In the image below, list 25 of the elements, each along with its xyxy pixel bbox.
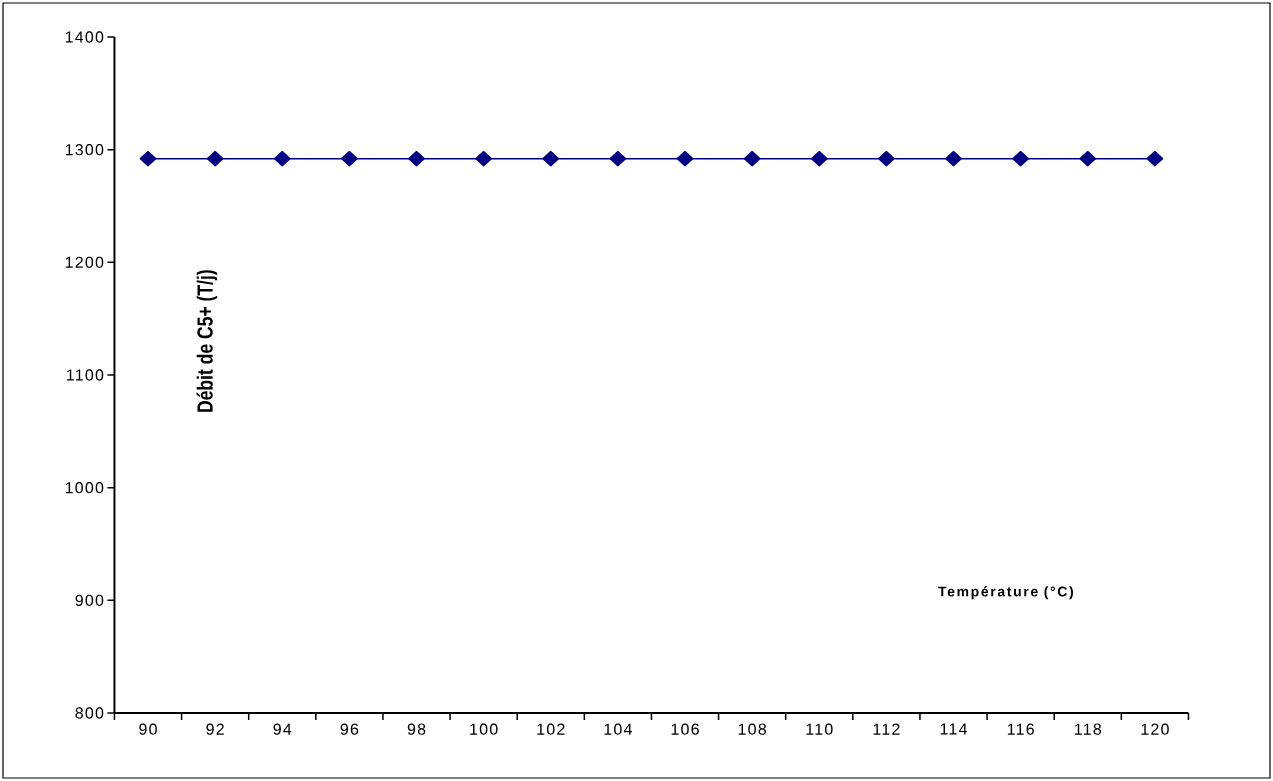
y-tick-label: 900 (75, 594, 104, 606)
x-tick-label: 92 (206, 723, 224, 735)
y-tick-label: 800 (75, 707, 104, 719)
y-tick-label: 1100 (67, 369, 104, 381)
x-tick-label: 106 (671, 723, 699, 735)
x-tick-label: 90 (139, 723, 157, 735)
x-tick-label: 110 (806, 723, 833, 735)
x-tick-label: 112 (873, 723, 900, 735)
x-tick-label: 100 (470, 723, 498, 735)
x-tick-label: 98 (407, 723, 426, 735)
y-tick-label: 1400 (65, 31, 104, 43)
x-tick-label: 104 (604, 723, 632, 735)
y-tick-label: 1000 (65, 482, 104, 494)
x-axis-title: Température (°C) (938, 586, 1074, 600)
y-tick-label: 1300 (65, 144, 104, 156)
x-tick-label: 120 (1141, 723, 1169, 735)
y-axis-title: Débit de C5+ (T/j) (196, 270, 218, 412)
x-tick-label: 102 (537, 723, 565, 735)
x-tick-label: 118 (1075, 723, 1102, 735)
x-tick-label: 114 (940, 723, 967, 735)
x-tick-label: 116 (1007, 723, 1034, 735)
x-tick-label: 94 (273, 723, 292, 735)
y-tick-label: 1200 (65, 256, 104, 268)
x-tick-label: 108 (738, 723, 766, 735)
x-tick-label: 96 (340, 723, 359, 735)
